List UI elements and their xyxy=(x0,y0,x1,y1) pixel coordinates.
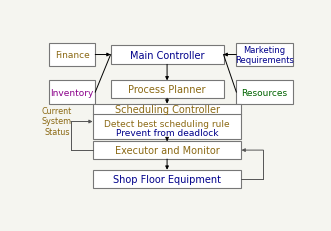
Bar xyxy=(93,104,242,140)
Bar xyxy=(236,44,293,67)
Text: Executor and Monitor: Executor and Monitor xyxy=(115,146,219,155)
Text: Current
System
Status: Current System Status xyxy=(42,106,72,136)
Bar xyxy=(236,81,293,104)
Text: Main Controller: Main Controller xyxy=(130,50,204,60)
Text: Shop Floor Equipment: Shop Floor Equipment xyxy=(113,174,221,184)
Text: Inventory: Inventory xyxy=(50,88,94,97)
Text: Process Planner: Process Planner xyxy=(128,85,206,95)
Bar xyxy=(111,81,223,99)
Bar xyxy=(49,44,95,67)
Bar xyxy=(111,46,223,65)
Bar xyxy=(93,170,242,188)
Bar xyxy=(49,81,95,104)
Text: Detect best scheduling rule: Detect best scheduling rule xyxy=(104,119,230,128)
Bar xyxy=(93,142,242,159)
Text: Scheduling Controller: Scheduling Controller xyxy=(115,104,219,114)
Text: Resources: Resources xyxy=(242,88,288,97)
Text: Finance: Finance xyxy=(55,51,89,60)
Text: Marketing
Requirements: Marketing Requirements xyxy=(235,46,294,65)
Text: Prevent from deadlock: Prevent from deadlock xyxy=(116,128,218,137)
